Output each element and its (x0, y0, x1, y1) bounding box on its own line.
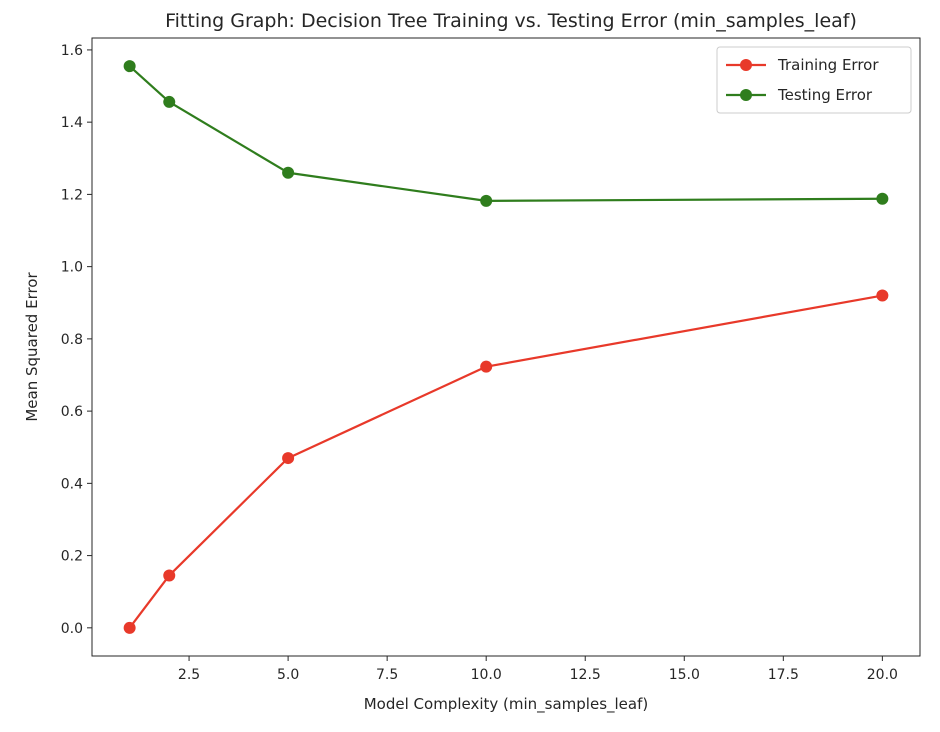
data-point-training-error (480, 360, 493, 373)
legend-box (716, 46, 912, 114)
series-testing-error (123, 60, 889, 207)
data-point-testing-error (480, 194, 493, 207)
y-tick-label: 0.2 (61, 549, 83, 565)
y-tick-label: 1.0 (61, 260, 83, 276)
data-point-training-error (876, 289, 889, 302)
legend-label-training-error: Training Error (777, 56, 879, 74)
data-point-testing-error (876, 192, 889, 205)
data-point-testing-error (123, 60, 136, 73)
data-point-training-error (123, 621, 136, 634)
y-axis: 0.0 0.2 0.4 0.6 0.8 1.0 1.2 1.4 1.6 (61, 43, 92, 637)
y-tick-label: 1.6 (61, 43, 83, 59)
data-point-training-error (163, 569, 176, 582)
x-tick-label: 10.0 (471, 667, 502, 683)
plot-area (91, 37, 921, 657)
series-layer (123, 60, 889, 634)
x-tick-label: 5.0 (277, 667, 299, 683)
legend-marker-training-error (740, 59, 752, 71)
data-point-training-error (282, 452, 295, 465)
y-tick-label: 1.2 (61, 187, 83, 203)
legend-label-testing-error: Testing Error (777, 86, 873, 104)
x-tick-label: 15.0 (669, 667, 700, 683)
x-tick-label: 7.5 (376, 667, 398, 683)
data-point-testing-error (282, 166, 295, 179)
series-training-error (123, 289, 889, 634)
legend-marker-testing-error (740, 89, 752, 101)
y-tick-label: 0.0 (61, 621, 83, 637)
x-tick-label: 2.5 (178, 667, 200, 683)
y-tick-label: 0.8 (61, 332, 83, 348)
y-tick-label: 0.6 (61, 404, 83, 420)
y-tick-label: 1.4 (61, 115, 83, 131)
x-tick-label: 20.0 (867, 667, 898, 683)
legend: Training Error Testing Error (716, 46, 912, 114)
y-tick-label: 0.4 (61, 476, 83, 492)
x-tick-label: 12.5 (570, 667, 601, 683)
y-axis-label: Mean Squared Error (23, 272, 41, 422)
x-axis-label: Model Complexity (min_samples_leaf) (364, 695, 649, 714)
chart-title: Fitting Graph: Decision Tree Training vs… (165, 10, 857, 32)
x-axis: 2.5 5.0 7.5 10.0 12.5 15.0 17.5 20.0 (178, 656, 898, 683)
data-point-testing-error (163, 95, 176, 108)
x-tick-label: 17.5 (768, 667, 799, 683)
